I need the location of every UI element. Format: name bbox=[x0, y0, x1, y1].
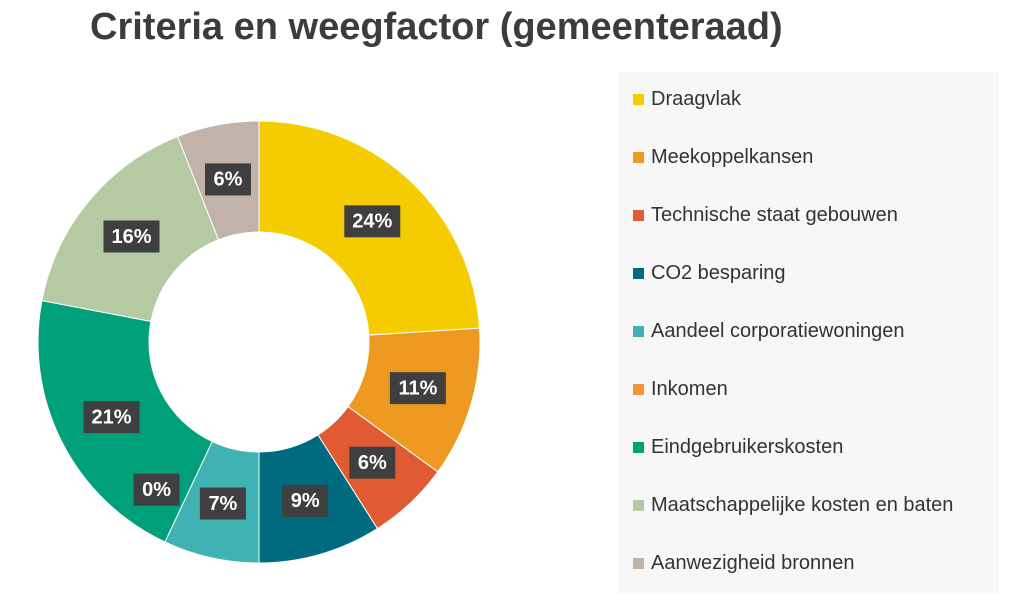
data-label-meekoppelkansen: 11% bbox=[389, 372, 446, 405]
data-label-maatschappelijke-kosten-en-baten: 16% bbox=[103, 220, 160, 253]
data-label-eindgebruikerskosten: 21% bbox=[83, 401, 140, 434]
legend-label: CO2 besparing bbox=[651, 262, 786, 284]
legend-swatch bbox=[633, 210, 644, 221]
legend-label: Maatschappelijke kosten en baten bbox=[651, 494, 954, 516]
data-label-box bbox=[344, 205, 401, 238]
legend-label: Technische staat gebouwen bbox=[651, 204, 898, 226]
legend-item-technische-staat-gebouwen: Technische staat gebouwen bbox=[633, 204, 898, 227]
legend-item-aandeel-corporatiewoningen: Aandeel corporatiewoningen bbox=[633, 320, 905, 343]
legend-swatch bbox=[633, 558, 644, 569]
chart-title: Criteria en weegfactor (gemeenteraad) bbox=[90, 6, 783, 48]
legend-label: Meekoppelkansen bbox=[651, 146, 814, 168]
data-label-box bbox=[204, 163, 251, 196]
legend-swatch bbox=[633, 500, 644, 511]
legend-label: Inkomen bbox=[651, 378, 728, 400]
data-label-text: 16% bbox=[111, 226, 151, 248]
data-label-box bbox=[103, 220, 160, 253]
data-label-aandeel-corporatiewoningen: 7% bbox=[199, 487, 246, 520]
legend-swatch bbox=[633, 442, 644, 453]
data-label-text: 9% bbox=[291, 490, 320, 512]
legend-item-co2-besparing: CO2 besparing bbox=[633, 262, 786, 285]
legend-item-eindgebruikerskosten: Eindgebruikerskosten bbox=[633, 436, 843, 459]
data-label-co2-besparing: 9% bbox=[282, 484, 329, 517]
legend-swatch bbox=[633, 94, 644, 105]
legend-item-maatschappelijke-kosten-en-baten: Maatschappelijke kosten en baten bbox=[633, 494, 953, 517]
legend-item-aanwezigheid-bronnen: Aanwezigheid bronnen bbox=[633, 552, 855, 575]
data-label-text: 6% bbox=[214, 169, 243, 191]
legend-swatch bbox=[633, 326, 644, 337]
legend-swatch bbox=[633, 268, 644, 279]
data-label-box bbox=[83, 401, 140, 434]
data-label-text: 6% bbox=[358, 452, 387, 474]
legend-label: Draagvlak bbox=[651, 88, 742, 110]
data-label-box bbox=[133, 473, 180, 506]
data-label-inkomen: 0% bbox=[133, 473, 180, 506]
data-label-draagvlak: 24% bbox=[344, 205, 401, 238]
legend-swatch bbox=[633, 384, 644, 395]
data-label-box bbox=[389, 372, 446, 405]
donut-chart: 24% 11% 6% 9% 7% 0% 21% 16% 6% bbox=[37, 120, 481, 564]
data-label-box bbox=[349, 446, 396, 479]
legend-swatch bbox=[633, 152, 644, 163]
legend-item-inkomen: Inkomen bbox=[633, 378, 728, 401]
legend-item-draagvlak: Draagvlak bbox=[633, 88, 741, 111]
data-label-aanwezigheid-bronnen: 6% bbox=[204, 163, 251, 196]
legend-label: Eindgebruikerskosten bbox=[651, 436, 844, 458]
data-label-text: 21% bbox=[92, 406, 132, 428]
legend-label: Aanwezigheid bronnen bbox=[651, 552, 855, 574]
data-label-text: 0% bbox=[142, 479, 171, 501]
chart-legend: Draagvlak Meekoppelkansen Technische staat… bbox=[618, 72, 999, 594]
data-label-text: 7% bbox=[208, 493, 237, 515]
legend-item-meekoppelkansen: Meekoppelkansen bbox=[633, 146, 813, 169]
legend-label: Aandeel corporatiewoningen bbox=[651, 320, 905, 342]
data-label-box bbox=[199, 487, 246, 520]
data-label-box bbox=[282, 484, 329, 517]
data-label-text: 11% bbox=[398, 377, 437, 399]
data-label-technische-staat-gebouwen: 6% bbox=[349, 446, 396, 479]
data-label-text: 24% bbox=[352, 211, 392, 233]
